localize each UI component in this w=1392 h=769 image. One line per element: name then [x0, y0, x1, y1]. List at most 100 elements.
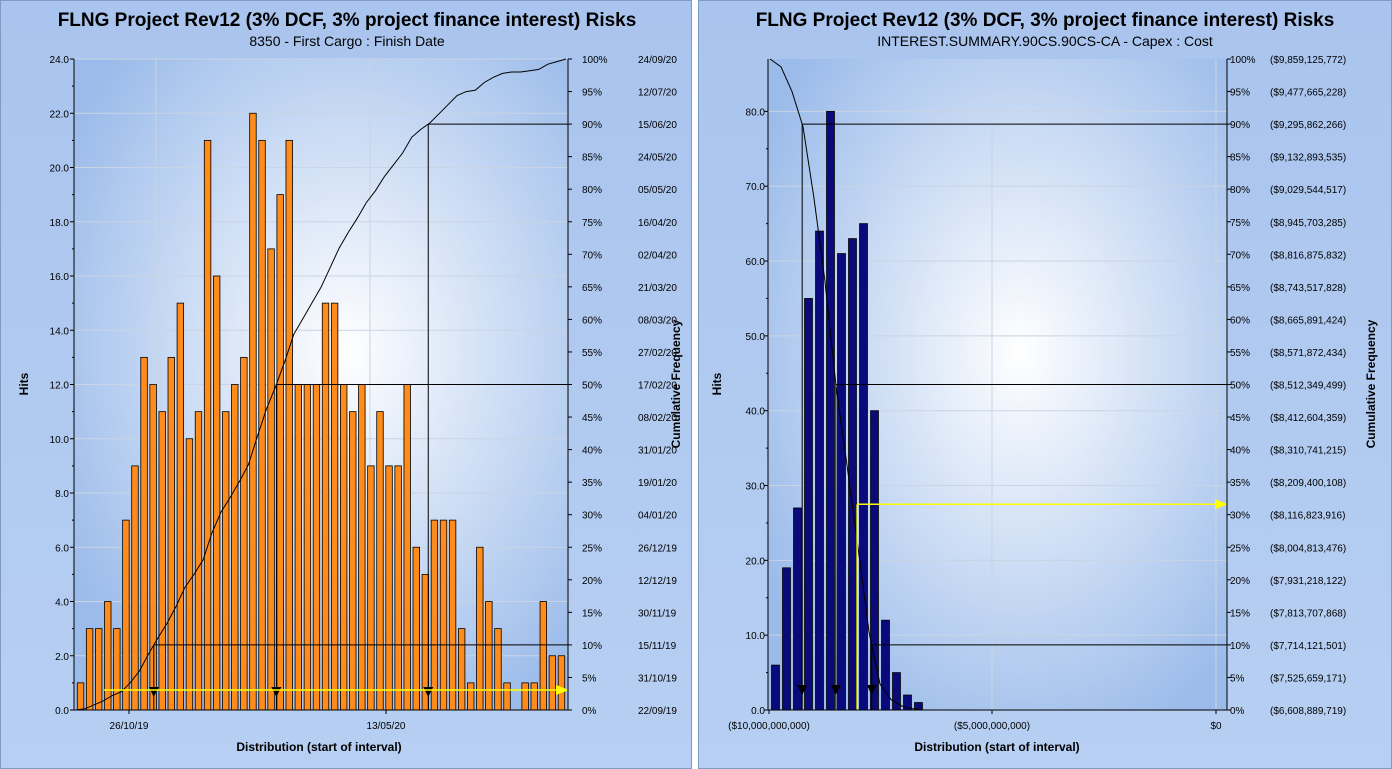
- y-tick-label: 0.0: [55, 706, 69, 717]
- cumulative-pct-label: 95%: [582, 88, 602, 99]
- cumulative-value-label: ($8,310,741,215): [1270, 446, 1346, 457]
- y-tick-label: 50.0: [746, 332, 766, 343]
- cumulative-value-label: ($8,571,872,434): [1270, 348, 1346, 359]
- cumulative-pct-label: 10%: [1230, 641, 1250, 652]
- x-tick-label: 26/10/19: [110, 721, 149, 732]
- cumulative-value-label: ($9,029,544,517): [1270, 185, 1346, 196]
- cumulative-pct-label: 25%: [1230, 543, 1250, 554]
- histogram-bar: [176, 302, 185, 711]
- histogram-bar: [530, 682, 538, 711]
- cumulative-pct-label: 45%: [1230, 413, 1250, 424]
- cumulative-value-label: 30/11/19: [638, 608, 677, 619]
- histogram-bar: [548, 655, 557, 711]
- histogram-bar: [557, 655, 566, 711]
- x-tick-label: ($10,000,000,000): [728, 721, 810, 732]
- arrow-head-icon: [1215, 499, 1228, 510]
- cumulative-pct-label: 85%: [1230, 153, 1250, 164]
- histogram-bar: [503, 682, 511, 711]
- cumulative-pct-label: 100%: [1230, 55, 1256, 66]
- cumulative-value-label: ($7,525,659,171): [1270, 673, 1346, 684]
- x-tick-label: 13/05/20: [367, 721, 406, 732]
- histogram-bar: [185, 438, 194, 711]
- histogram-bar: [330, 302, 339, 711]
- y-tick-label: 80.0: [746, 107, 766, 118]
- cumulative-value-label: 31/01/20: [638, 446, 677, 457]
- y-tick-label: 14.0: [50, 326, 70, 337]
- cumulative-value-label: ($7,714,121,501): [1270, 641, 1346, 652]
- histogram-bar: [476, 546, 484, 711]
- cumulative-pct-label: 70%: [1230, 250, 1250, 261]
- cumulative-pct-label: 75%: [582, 218, 602, 229]
- histogram-bar: [448, 519, 457, 711]
- y2-axis-label: Cumulative Frequency: [1364, 319, 1378, 448]
- histogram-bar: [203, 139, 212, 711]
- histogram-bar: [231, 384, 239, 711]
- chart-subtitle: 8350 - First Cargo : Finish Date: [249, 33, 445, 49]
- percentile-marker-icon: [830, 685, 841, 695]
- histogram-bar: [848, 238, 857, 711]
- cumulative-value-label: ($8,209,400,108): [1270, 478, 1346, 489]
- cumulative-value-label: ($8,412,604,359): [1270, 413, 1346, 424]
- histogram-bar: [494, 628, 502, 711]
- histogram-bar: [249, 112, 257, 711]
- cumulative-value-label: 16/04/20: [638, 218, 677, 229]
- cumulative-curve: [769, 58, 925, 711]
- histogram-bar: [285, 139, 293, 711]
- cumulative-value-label: 15/06/20: [638, 120, 677, 131]
- cumulative-value-label: ($8,004,813,476): [1270, 543, 1346, 554]
- cumulative-pct-label: 40%: [582, 446, 602, 457]
- cumulative-value-label: ($8,816,875,832): [1270, 250, 1346, 261]
- x-axis-label: Distribution (start of interval): [914, 740, 1079, 754]
- cumulative-pct-label: 60%: [582, 315, 602, 326]
- histogram-bar: [340, 384, 348, 711]
- y-tick-label: 10.0: [50, 435, 70, 446]
- cumulative-pct-label: 30%: [1230, 511, 1250, 522]
- cumulative-pct-label: 55%: [1230, 348, 1250, 359]
- cumulative-value-label: 12/07/20: [638, 88, 677, 99]
- histogram-bar: [367, 465, 375, 711]
- cumulative-pct-label: 0%: [582, 706, 597, 717]
- histogram-bar: [76, 682, 85, 711]
- histogram-bar: [194, 411, 203, 711]
- histogram-bar: [403, 384, 411, 711]
- cumulative-pct-label: 40%: [1230, 446, 1250, 457]
- cumulative-value-label: 24/09/20: [638, 55, 677, 66]
- y-tick-label: 16.0: [50, 272, 70, 283]
- cumulative-value-label: ($8,665,891,424): [1270, 315, 1346, 326]
- cumulative-pct-label: 50%: [582, 381, 602, 392]
- histogram-bar: [122, 519, 130, 711]
- y-tick-label: 22.0: [50, 109, 70, 120]
- cumulative-value-label: 27/02/20: [638, 348, 677, 359]
- percentile-marker-icon: [866, 685, 877, 695]
- histogram-bar: [240, 356, 248, 711]
- cumulative-value-label: ($8,116,823,916): [1270, 511, 1345, 522]
- cumulative-value-label: ($6,608,889,719): [1270, 706, 1346, 717]
- cumulative-value-label: ($8,945,703,285): [1270, 218, 1346, 229]
- y-axis-label: Hits: [710, 372, 724, 395]
- cumulative-pct-label: 5%: [582, 673, 597, 684]
- y-tick-label: 60.0: [746, 257, 766, 268]
- cumulative-pct-label: 50%: [1230, 381, 1250, 392]
- y-tick-label: 30.0: [746, 482, 766, 493]
- histogram-bar: [521, 682, 529, 711]
- first-cargo-chart: FLNG Project Rev12 (3% DCF, 3% project f…: [17, 10, 683, 754]
- chart-title: FLNG Project Rev12 (3% DCF, 3% project f…: [756, 10, 1335, 31]
- histogram-bar: [104, 601, 112, 711]
- y-tick-label: 8.0: [55, 489, 69, 500]
- y-tick-label: 2.0: [55, 652, 69, 663]
- chart-title: FLNG Project Rev12 (3% DCF, 3% project f…: [58, 10, 637, 31]
- y-tick-label: 20.0: [746, 556, 766, 567]
- cumulative-pct-label: 30%: [582, 511, 602, 522]
- cumulative-pct-label: 5%: [1230, 673, 1245, 684]
- cumulative-value-label: ($9,859,125,772): [1270, 55, 1346, 66]
- cumulative-value-label: ($8,743,517,828): [1270, 283, 1346, 294]
- cumulative-value-label: 02/04/20: [638, 250, 677, 261]
- cumulative-pct-label: 20%: [1230, 576, 1250, 587]
- cumulative-value-label: 05/05/20: [638, 185, 677, 196]
- cumulative-pct-label: 35%: [582, 478, 602, 489]
- histogram-bar: [771, 664, 780, 711]
- histogram-bar: [837, 253, 846, 711]
- histogram-bar: [439, 519, 448, 711]
- cumulative-value-label: ($9,295,862,266): [1270, 120, 1346, 131]
- cumulative-pct-label: 15%: [1230, 608, 1250, 619]
